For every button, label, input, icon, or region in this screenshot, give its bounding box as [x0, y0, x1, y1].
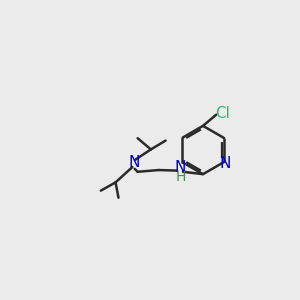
- Text: Cl: Cl: [215, 106, 230, 121]
- Text: H: H: [176, 170, 186, 184]
- Text: N: N: [174, 160, 186, 175]
- Text: N: N: [128, 155, 140, 170]
- Text: N: N: [219, 156, 231, 171]
